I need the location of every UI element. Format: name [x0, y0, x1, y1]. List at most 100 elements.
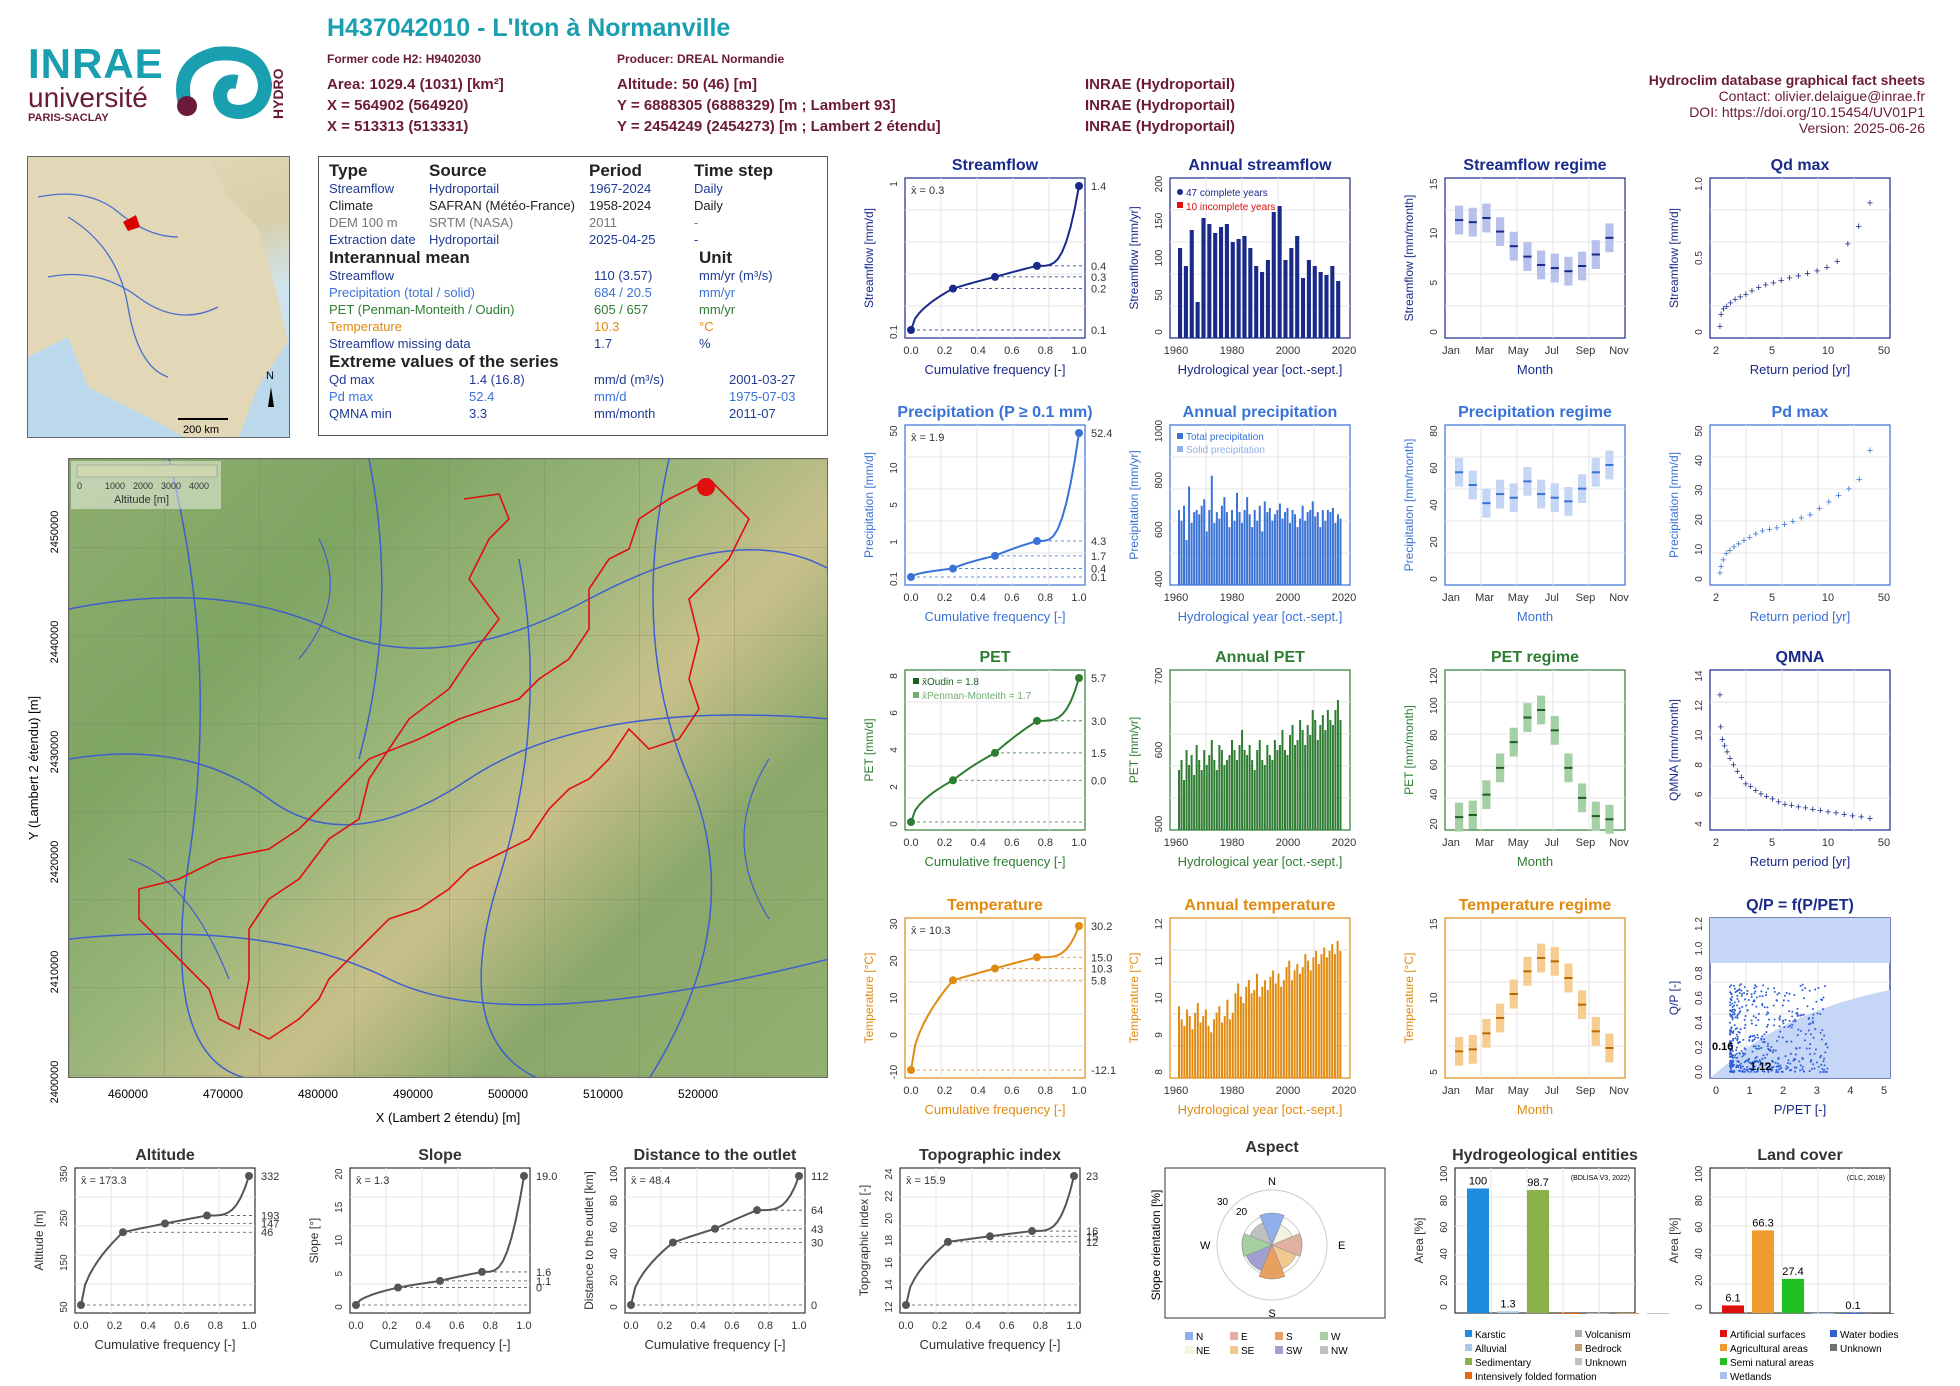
- annual-streamflow-bar: [1201, 218, 1206, 338]
- annual-pet-bar: [1223, 765, 1226, 830]
- qp-ytick: 0.0: [1694, 1065, 1705, 1079]
- landcover-legend-swatch: [1830, 1344, 1837, 1351]
- qp-point: [1749, 1067, 1752, 1070]
- pet-regime-xtick: May: [1508, 837, 1529, 849]
- qp-point: [1736, 1013, 1739, 1016]
- qp-point: [1823, 1064, 1826, 1067]
- qp-point: [1765, 991, 1768, 994]
- qp-point: [1738, 1007, 1741, 1010]
- precipitation-rtick: 52.4: [1091, 428, 1112, 440]
- qp-point: [1730, 1040, 1733, 1043]
- annual-precipitation-bar: [1291, 510, 1294, 585]
- annual-temperature-bar: [1242, 1003, 1245, 1078]
- qp-point: [1748, 1039, 1751, 1042]
- hydrogeo-legend-label: Intensively folded formation: [1475, 1372, 1597, 1383]
- qp-point: [1812, 1013, 1815, 1016]
- qd-max-point: +: [1770, 277, 1776, 289]
- qp-point: [1733, 984, 1736, 987]
- qp-point: [1749, 1070, 1752, 1073]
- qp-point: [1730, 1047, 1733, 1050]
- streamflow-mean: x̄ = 0.3: [911, 185, 944, 197]
- precipitation-regime-xlabel: Month: [1517, 609, 1553, 624]
- hydrogeo-legend-swatch: [1575, 1330, 1582, 1337]
- qp-point: [1793, 994, 1796, 997]
- landcover-legend-label: Semi natural areas: [1730, 1358, 1814, 1369]
- qp-point: [1738, 984, 1741, 987]
- pet-panel: PET Cumulative frequency [-] PET [mm/d] 0.0…: [862, 649, 1106, 869]
- annual-temperature-bar: [1210, 1032, 1213, 1078]
- aspect-legend-label: S: [1286, 1332, 1293, 1343]
- annual-pet-title: Annual PET: [1215, 649, 1305, 666]
- aspect-label-w: W: [1200, 1240, 1211, 1252]
- precipitation-regime-title: Precipitation regime: [1458, 404, 1612, 421]
- precipitation-regime-xtick: Sep: [1576, 592, 1596, 604]
- landcover-ytick: 20: [1694, 1274, 1705, 1286]
- svg-text:HYDRO: HYDRO: [270, 68, 286, 119]
- qp-point: [1755, 985, 1758, 988]
- annual-precipitation-bar: [1248, 514, 1251, 585]
- annual-pet-bar: [1246, 755, 1249, 830]
- hydrogeo-legend-label: Sedimentary: [1475, 1358, 1531, 1369]
- pd-max-point: +: [1759, 526, 1765, 538]
- qp-point: [1808, 1047, 1811, 1050]
- qp-point: [1757, 1044, 1760, 1047]
- qd-max-xtick: 5: [1769, 345, 1775, 357]
- qd-max-xlabel: Return period [yr]: [1750, 362, 1850, 377]
- qp-point: [1738, 992, 1741, 995]
- qp-point: [1730, 1010, 1733, 1013]
- qp-point: [1750, 1022, 1753, 1025]
- pd-max-point: +: [1720, 555, 1726, 567]
- landcover-bar: [1872, 1313, 1894, 1314]
- annual-pet-xtick: 2000: [1276, 837, 1300, 849]
- qp-point: [1759, 1063, 1762, 1066]
- annual-pet-bar: [1203, 750, 1206, 830]
- streamflow-regime-xtick: May: [1508, 345, 1529, 357]
- qd-max-point: +: [1743, 289, 1749, 301]
- qp-point: [1745, 1004, 1748, 1007]
- annual-precipitation-ytick: 400: [1154, 570, 1165, 587]
- qmna-ytick: 10: [1694, 729, 1705, 741]
- qp-point: [1755, 1024, 1758, 1027]
- landcover-value-label: 27.4: [1782, 1266, 1803, 1278]
- pet-ytick: 6: [889, 710, 900, 716]
- x-l2: X = 513313 (513331): [327, 118, 469, 135]
- qp-point: [1758, 995, 1761, 998]
- qp-point: [1808, 989, 1811, 992]
- qp-point: [1778, 1025, 1781, 1028]
- aspect-legend-swatch: [1275, 1346, 1283, 1354]
- basin-map-svg: 0 1000 2000 3000 4000 Altitude [m]: [69, 459, 827, 1077]
- qp-point: [1729, 1059, 1732, 1062]
- annual-pet-ylabel: PET [mm/yr]: [1127, 717, 1141, 783]
- annual-temperature-bar: [1296, 963, 1299, 1078]
- landcover-value-label: 66.3: [1752, 1217, 1773, 1229]
- annual-pet-bar: [1256, 750, 1259, 830]
- qp-point: [1739, 1067, 1742, 1070]
- qp-title: Q/P = f(P/PET): [1746, 897, 1854, 914]
- temperature-rtick: 30.2: [1091, 921, 1112, 933]
- annual-temperature-bar: [1315, 950, 1318, 1078]
- qp-point: [1788, 1010, 1791, 1013]
- annual-streamflow-bar: [1301, 278, 1306, 338]
- annual-temperature-bar: [1339, 950, 1342, 1078]
- qp-point: [1777, 1070, 1780, 1073]
- precipitation-xtick: 0.2: [937, 592, 952, 604]
- qp-point: [1796, 1007, 1799, 1010]
- annual-streamflow-bar: [1219, 227, 1224, 338]
- streamflow-rtick: 0.3: [1091, 272, 1106, 284]
- qp-point: [1764, 1056, 1767, 1059]
- annual-precipitation-bar: [1251, 527, 1254, 585]
- annual-streamflow-ytick: 150: [1154, 212, 1165, 229]
- annual-pet-bar: [1185, 750, 1188, 830]
- qp-point: [1762, 984, 1765, 987]
- qp-point: [1773, 1018, 1776, 1021]
- qp-point: [1751, 1003, 1754, 1006]
- annual-precipitation-bar: [1334, 522, 1337, 585]
- qp-xtick: 0: [1713, 1085, 1719, 1097]
- qp-point: [1729, 1053, 1732, 1056]
- qmna-point: +: [1763, 791, 1769, 803]
- qp-point: [1753, 1061, 1756, 1064]
- qp-point: [1776, 993, 1779, 996]
- qd-max-point: +: [1834, 256, 1840, 268]
- qp-point: [1767, 987, 1770, 990]
- annual-pet-bar: [1205, 765, 1208, 830]
